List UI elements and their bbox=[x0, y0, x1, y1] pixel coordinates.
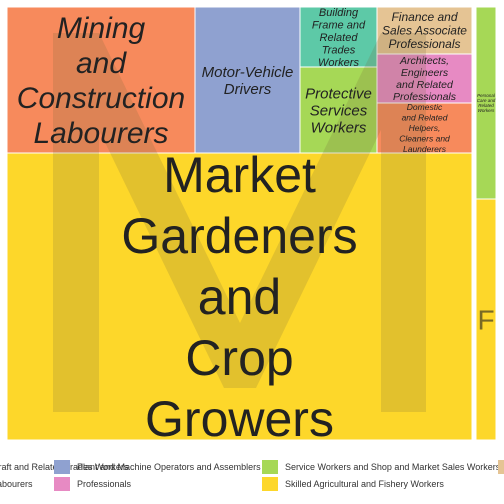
legend-label: Skilled Agricultural and Fishery Workers bbox=[285, 479, 444, 489]
watermark-letter bbox=[53, 33, 426, 412]
treemap-tile-building-frame-and-related-trades-workers[interactable] bbox=[299, 6, 378, 68]
legend-label: Service Workers and Shop and Market Sale… bbox=[285, 462, 501, 472]
tile-label-market-gardeners-and-crop-growers: Market Gardeners and Crop Growers bbox=[121, 147, 357, 447]
legend-swatch bbox=[54, 460, 70, 474]
treemap-tile-protective-services-workers[interactable] bbox=[299, 66, 378, 154]
legend-swatch bbox=[262, 460, 278, 474]
tile-label-f: F bbox=[477, 304, 494, 335]
legend-swatch bbox=[54, 477, 70, 491]
treemap-tile-domestic-and-related-helpers-cleaners-and-launderers[interactable] bbox=[376, 102, 473, 154]
legend-label: Plant and Machine Operators and Assemble… bbox=[77, 462, 261, 472]
treemap-tile-motor-vehicle-drivers[interactable] bbox=[194, 6, 301, 154]
legend-item-technicians-and-associate-professionals[interactable]: Technicians and Associate Professionals bbox=[498, 459, 504, 475]
treemap-tile-f[interactable] bbox=[475, 198, 497, 441]
legend-item-labourers[interactable]: Labourers bbox=[0, 476, 33, 492]
tile-label-architects-engineers-and-related-professionals: Architects, Engineers and Related Professio… bbox=[393, 55, 457, 103]
tile-label-motor-vehicle-drivers: Motor-Vehicle Drivers bbox=[202, 64, 294, 98]
tile-label-domestic-and-related-helpers-cleaners-and-launderers: Domestic and Related Helpers, Cleaners and L… bbox=[399, 102, 450, 154]
tile-label-personal-care-and-related-workers: Personal Care and Related Workers bbox=[477, 93, 496, 113]
treemap-tile-mining-and-construction-labourers[interactable] bbox=[6, 6, 196, 154]
legend-item-plant-and-machine-operators-and-assemblers[interactable]: Plant and Machine Operators and Assemble… bbox=[54, 459, 261, 475]
legend-item-professionals[interactable]: Professionals bbox=[54, 476, 131, 492]
treemap-tile-market-gardeners-and-crop-growers[interactable] bbox=[6, 152, 473, 441]
legend-swatch bbox=[498, 460, 504, 474]
legend-label: Labourers bbox=[0, 479, 33, 489]
tile-label-mining-and-construction-labourers: Mining and Construction Labourers bbox=[17, 12, 185, 150]
tile-label-building-frame-and-related-trades-workers: Building Frame and Related Trades Workers bbox=[312, 7, 366, 69]
legend-swatch bbox=[262, 477, 278, 491]
legend-item-service-workers-and-shop-and-market-sales-workers[interactable]: Service Workers and Shop and Market Sale… bbox=[262, 459, 500, 475]
legend-item-skilled-agricultural-and-fishery-workers[interactable]: Skilled Agricultural and Fishery Workers bbox=[262, 476, 444, 492]
tile-label-finance-and-sales-associate-professionals: Finance and Sales Associate Professionals bbox=[382, 10, 467, 51]
treemap-tile-finance-and-sales-associate-professionals[interactable] bbox=[376, 6, 473, 55]
legend-label: Professionals bbox=[77, 479, 132, 489]
tile-label-protective-services-workers: Protective Services Workers bbox=[305, 85, 372, 136]
